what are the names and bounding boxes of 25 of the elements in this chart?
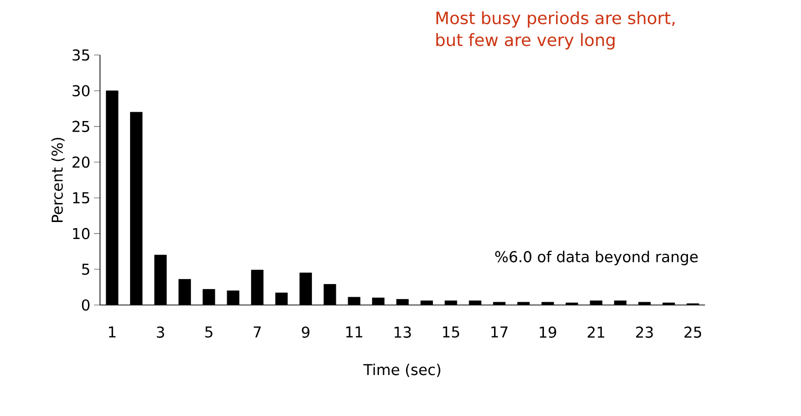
y-tick-label: 30 xyxy=(72,85,90,96)
y-tick-label: 10 xyxy=(73,228,90,240)
y-tick-label: 25 xyxy=(72,120,90,132)
x-tick-label: 7 xyxy=(254,326,261,338)
annotation: %6.0 of data beyond range xyxy=(495,250,698,266)
x-tick-label: 15 xyxy=(443,326,460,338)
x-tick-label: 11 xyxy=(346,326,362,338)
y-tick-label: 20 xyxy=(72,156,90,168)
x-tick-label: 13 xyxy=(394,326,411,338)
x-tick-label: 23 xyxy=(636,326,653,338)
y-tick-label: 0 xyxy=(82,299,90,311)
x-axis-title: Time (sec) xyxy=(363,364,440,377)
x-tick-label: 3 xyxy=(156,326,164,338)
x-tick-label: 19 xyxy=(540,326,556,338)
x-tick-label: 17 xyxy=(491,326,508,338)
y-axis-title: Percent (%) xyxy=(51,138,65,222)
text: Most busy periods are short, but few are very long xyxy=(436,11,675,50)
x-tick-label: 21 xyxy=(588,326,604,338)
y-tick-label: 35 xyxy=(72,49,90,61)
x-tick-label: 1 xyxy=(108,326,116,338)
x-tick-label: 9 xyxy=(302,326,310,338)
x-tick-label: 5 xyxy=(205,326,212,338)
x-tick-label: 25 xyxy=(684,326,702,338)
y-tick-label: 5 xyxy=(82,264,90,275)
y-tick-label: 15 xyxy=(73,192,90,204)
